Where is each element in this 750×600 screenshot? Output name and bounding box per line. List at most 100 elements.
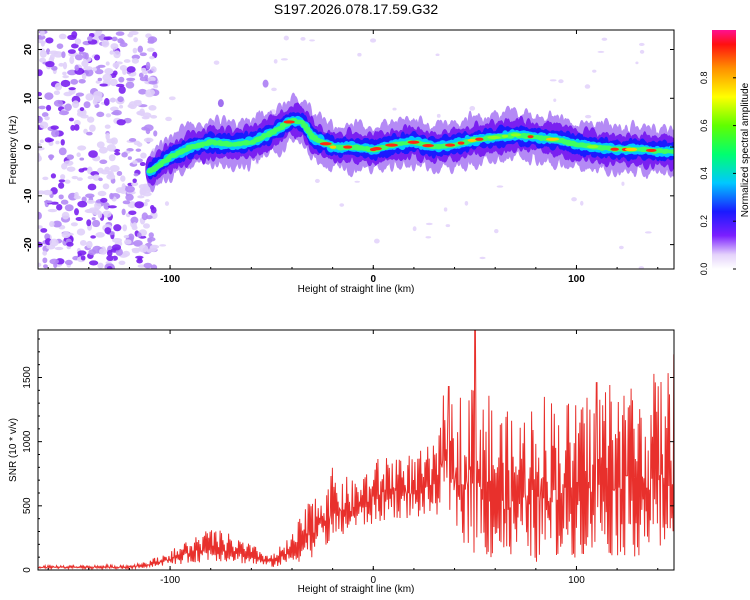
noise-blob [79, 107, 85, 112]
noise-blob [145, 89, 156, 96]
noise-blob [48, 154, 54, 161]
noise-blob [70, 124, 76, 131]
noise-blob [300, 37, 306, 41]
noise-blob [140, 152, 147, 159]
noise-blob [64, 179, 71, 184]
ridge-hotspot [586, 144, 599, 149]
noise-blob [153, 130, 158, 137]
noise-blob [118, 85, 126, 94]
noise-blob [96, 141, 105, 149]
noise-blob [97, 210, 103, 219]
noise-blob [464, 200, 469, 206]
ridge-hotspot [545, 137, 559, 141]
noise-blob [168, 96, 176, 101]
noise-blob [39, 139, 44, 143]
snr-ylabel: SNR (10 * v/v) [8, 418, 19, 482]
spectrogram-frame [37, 29, 675, 270]
noise-blob [94, 69, 104, 75]
noise-blob [51, 65, 58, 71]
noise-blob [102, 183, 110, 190]
noise-blob [109, 50, 114, 55]
noise-blob [77, 200, 88, 208]
noise-blob [106, 138, 116, 144]
noise-blob [49, 258, 59, 265]
noise-blob [78, 46, 85, 52]
noise-blob [106, 266, 113, 269]
noise-blob [148, 232, 154, 238]
noise-blob [147, 70, 154, 74]
ridge-hotspot [510, 133, 522, 137]
colorbar-label: Normalized spectral amplitude [740, 82, 750, 217]
noise-blob [339, 203, 345, 207]
noise-blob [136, 142, 143, 147]
noise-blob [42, 176, 49, 181]
noise-blob [87, 183, 97, 191]
noise-blob [92, 67, 97, 72]
noise-blob [135, 148, 142, 152]
noise-blob [98, 248, 108, 255]
noise-blob [111, 244, 122, 251]
noise-blob [147, 76, 156, 82]
noise-blob [122, 200, 131, 205]
noise-blob [38, 211, 42, 220]
noise-blob [89, 124, 96, 132]
noise-blob [137, 45, 144, 53]
noise-blob [76, 152, 81, 158]
noise-blob [66, 154, 74, 160]
noise-blob [150, 204, 155, 210]
noise-blob [496, 185, 504, 188]
noise-blob [113, 50, 121, 59]
noise-blob [118, 260, 126, 265]
noise-blob [77, 250, 87, 256]
noise-blob [38, 262, 42, 268]
spectrogram-xlabel: Height of straight line (km) [298, 284, 415, 295]
noise-blob [392, 107, 397, 111]
noise-blob [644, 231, 652, 234]
noise-blob [122, 224, 128, 232]
noise-blob [436, 113, 441, 118]
noise-blob [86, 199, 96, 204]
colorbar-tick-label: 0.0 [699, 263, 709, 276]
noise-blob [597, 50, 605, 53]
noise-blob [48, 50, 59, 55]
noise-blob [109, 192, 114, 200]
noise-blob [147, 237, 153, 244]
noise-blob [354, 180, 360, 183]
noise-blob [50, 173, 57, 179]
ridge-hotspot [372, 147, 382, 151]
colorbar-tick-label: 0.4 [699, 167, 709, 180]
ridge-hotspot [475, 137, 484, 141]
noise-blob [120, 175, 126, 182]
noise-blob [76, 177, 83, 181]
noise-blob [54, 82, 63, 91]
noise-blob [125, 185, 135, 193]
noise-blob [38, 91, 42, 97]
noise-blob [314, 178, 320, 184]
noise-blob [123, 59, 131, 63]
colorbar-tick-label: 0.6 [699, 119, 709, 132]
noise-blob [125, 81, 135, 89]
noise-blob [445, 224, 451, 228]
noise-blob [75, 92, 85, 97]
noise-blob [87, 116, 95, 123]
noise-blob [142, 223, 150, 229]
noise-blob [99, 83, 108, 87]
noise-blob [60, 174, 66, 180]
noise-blob [119, 42, 128, 48]
noise-blob [107, 205, 117, 209]
x-tick-label: 0 [370, 274, 376, 285]
noise-blob [148, 80, 158, 85]
noise-blob [621, 181, 625, 186]
noise-blob [108, 154, 116, 162]
noise-blob [148, 105, 157, 111]
noise-blob [638, 42, 645, 46]
noise-blob [49, 220, 55, 227]
noise-blob [94, 54, 101, 61]
noise-blob [101, 39, 110, 48]
y-tick-label: 0 [22, 567, 33, 573]
noise-blob [97, 262, 104, 269]
noise-blob [443, 207, 448, 212]
noise-blob [139, 52, 147, 57]
noise-blob [74, 191, 79, 199]
